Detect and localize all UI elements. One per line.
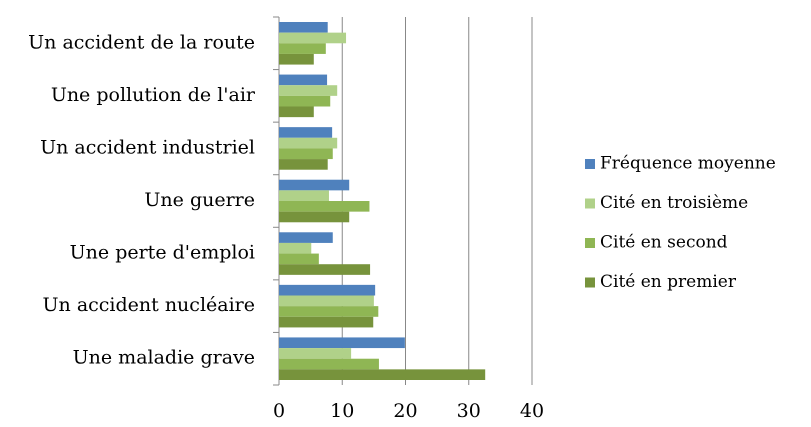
bar bbox=[279, 348, 352, 359]
bar bbox=[279, 242, 312, 254]
bar bbox=[279, 232, 333, 243]
bar bbox=[279, 179, 350, 191]
x-tick-label: 20 bbox=[393, 400, 417, 422]
y-tick-label: Un accident industriel bbox=[40, 136, 255, 158]
bar bbox=[279, 337, 405, 349]
x-tick-label: 40 bbox=[520, 400, 544, 422]
bar bbox=[279, 190, 329, 201]
bar bbox=[279, 137, 338, 149]
x-tick-label: 10 bbox=[330, 400, 354, 422]
bar bbox=[279, 53, 314, 65]
legend-swatch bbox=[585, 238, 595, 248]
bar bbox=[279, 32, 347, 44]
bar bbox=[279, 284, 376, 296]
legend-label: Cité en troisième bbox=[600, 193, 748, 213]
bar bbox=[279, 148, 333, 160]
bar bbox=[279, 95, 331, 107]
bar bbox=[279, 159, 328, 170]
legend-swatch bbox=[585, 198, 595, 209]
y-tick-label: Un accident nucléaire bbox=[43, 294, 255, 316]
bar bbox=[279, 211, 350, 223]
y-tick-label: Un accident de la route bbox=[28, 31, 255, 53]
bar bbox=[279, 358, 379, 370]
bar bbox=[279, 106, 314, 118]
legend-label: Cité en premier bbox=[600, 272, 737, 292]
bar bbox=[279, 74, 328, 86]
y-tick-label: Une pollution de l'air bbox=[51, 84, 256, 106]
bar bbox=[279, 264, 371, 275]
bar bbox=[279, 127, 333, 138]
legend-label: Fréquence moyenne bbox=[600, 154, 776, 174]
bar bbox=[279, 22, 328, 33]
bar bbox=[279, 201, 370, 212]
x-tick-label: 0 bbox=[273, 400, 285, 422]
bar bbox=[279, 316, 374, 328]
bar bbox=[279, 306, 379, 317]
bar bbox=[279, 295, 374, 307]
bar bbox=[279, 85, 338, 96]
legend-swatch bbox=[585, 277, 595, 288]
legend-label: Cité en second bbox=[600, 233, 728, 253]
legend-swatch bbox=[585, 159, 595, 169]
bar bbox=[279, 369, 486, 380]
bar bbox=[279, 43, 326, 54]
y-tick-label: Une guerre bbox=[144, 189, 255, 211]
bar bbox=[279, 253, 319, 265]
x-tick-label: 30 bbox=[457, 400, 481, 422]
y-tick-label: Une maladie grave bbox=[73, 347, 255, 369]
y-tick-label: Une perte d'emploi bbox=[70, 242, 255, 264]
